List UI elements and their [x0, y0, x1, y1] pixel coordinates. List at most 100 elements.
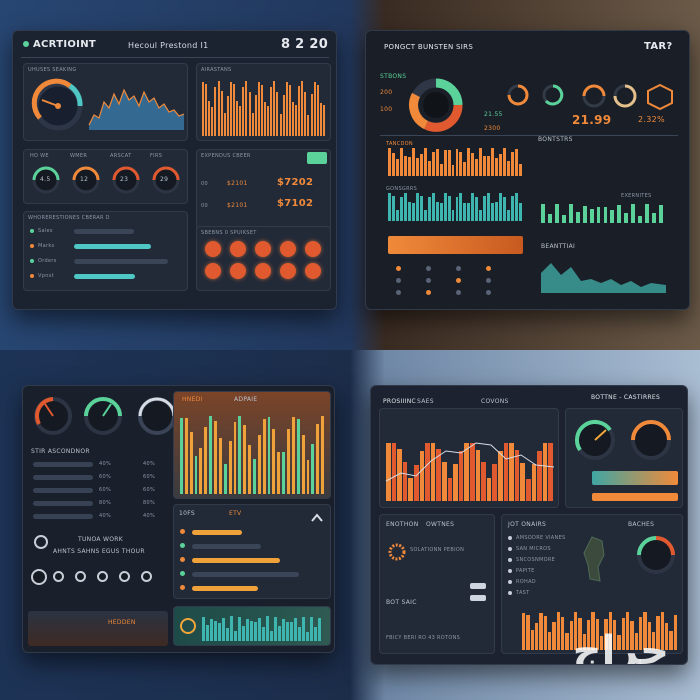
section-title: ENOTHON [386, 521, 419, 528]
chart-bar [414, 464, 419, 501]
chart-bar [634, 633, 638, 650]
orange-circle-button[interactable] [280, 263, 296, 279]
section-label: GONSGRRS [386, 186, 418, 192]
chart-head-2: ADPAIE [234, 396, 258, 403]
percent-value: 40% [143, 513, 156, 519]
chart-bar [537, 450, 542, 501]
orange-progress-bar [388, 236, 523, 254]
chart-bar [659, 204, 663, 223]
main-bar-chart-card[interactable]: HNEDI ADPAIE [173, 391, 331, 499]
orange-circle-button[interactable] [280, 241, 296, 257]
status-dot [426, 290, 431, 295]
knob-control[interactable] [31, 568, 47, 585]
chart-bar [645, 204, 650, 223]
slider-track[interactable] [192, 530, 242, 535]
chart-bar [286, 621, 289, 641]
slider-track[interactable] [192, 544, 261, 549]
ring-gauge-1 [507, 84, 529, 106]
chart-bar [643, 612, 647, 650]
expense-value-1: $7202 [277, 177, 314, 188]
orange-circle-button[interactable] [205, 241, 221, 257]
chart-bar [669, 630, 673, 650]
bullet-icon [180, 543, 185, 548]
tab-covons[interactable]: COVONS [481, 398, 509, 405]
chart-bar [475, 159, 479, 176]
chart-bar [435, 148, 439, 176]
bullet-icon [30, 244, 34, 248]
chart-bar [471, 153, 475, 176]
chart-bar [246, 618, 249, 641]
chart-bar [301, 81, 304, 136]
line-series [385, 442, 555, 482]
chart-bar [443, 150, 447, 176]
slider-track[interactable] [470, 583, 486, 589]
orange-histogram [522, 610, 678, 650]
gauge-value: 23 [120, 176, 129, 183]
slider-track[interactable] [192, 558, 280, 563]
tab-sales[interactable]: SAES [417, 398, 434, 405]
chart-bar [313, 81, 316, 136]
chart-bar [568, 204, 573, 223]
chart-bar [547, 214, 552, 223]
orange-circle-button[interactable] [230, 241, 246, 257]
card-title: SBEBNS 0 SPUIKSET [201, 230, 257, 236]
chart-bar [503, 443, 509, 501]
bullet-icon [30, 229, 34, 233]
slider-track[interactable] [470, 595, 486, 601]
list-item-label: SAN MICROS [516, 546, 551, 552]
chart-bar [388, 148, 391, 176]
knob-control[interactable] [141, 571, 152, 582]
gauge-value: 29 [160, 176, 169, 183]
bar-series [386, 439, 554, 501]
mini-gauge [152, 166, 180, 194]
section-title: TUNOA WORK [78, 536, 123, 543]
circle-icon [180, 618, 196, 634]
knob-control[interactable] [97, 571, 108, 582]
where-card: WHORERESTIONES CBERAR D Sales Marks Orders… [23, 211, 188, 291]
orange-circle-button[interactable] [255, 241, 271, 257]
slider-track[interactable] [192, 572, 299, 577]
footer-label: FBICY BERI RO 43 ROTONS [386, 635, 461, 641]
chart-bar [258, 618, 261, 641]
chart-bar [575, 211, 580, 223]
chart-bar [514, 449, 520, 501]
chart-bar [479, 210, 483, 221]
knob-control[interactable] [119, 571, 130, 582]
slider-card[interactable]: 10FS ETV [173, 504, 331, 599]
chart-bar [228, 441, 232, 494]
chart-bar [223, 112, 226, 136]
orange-circle-button[interactable] [305, 241, 321, 257]
orange-circle-button[interactable] [230, 263, 246, 279]
section-label: EXERNITES [621, 193, 652, 199]
chart-bar [423, 147, 427, 176]
orange-circle-button[interactable] [205, 263, 221, 279]
slider-track[interactable] [192, 586, 258, 591]
knob-control[interactable] [53, 571, 64, 582]
mini-gauge [32, 166, 60, 194]
orange-circle-button[interactable] [255, 263, 271, 279]
combo-chart-card[interactable] [379, 408, 559, 508]
chart-bar [626, 612, 630, 650]
expenses-card[interactable]: EXPENDUS CBEER $2101 $7202 $2101 $7102 0… [196, 149, 331, 239]
gauge-row-card: HO WE 4.5 WMER 12 ARSCAT 23 FIRS 29 [23, 149, 188, 204]
chart-bar [638, 215, 643, 223]
section-title: STIR ASCONDNOR [31, 448, 90, 455]
orange-bar-card[interactable]: AIRASTANS [196, 63, 331, 141]
hexagon-badge [647, 83, 673, 111]
gauge-chart-card[interactable]: UHUSES SEAKING [23, 63, 188, 141]
panel2-title: PONGCT BUNSTEN SIRS [384, 43, 474, 51]
chart-bar [402, 461, 408, 501]
chart-bar [459, 151, 463, 176]
chart-bar [647, 621, 651, 650]
chart-bar [295, 105, 298, 136]
area-sparkline [88, 88, 185, 130]
chart-bar [621, 617, 625, 650]
knob-control[interactable] [75, 571, 86, 582]
progress-pill [33, 475, 93, 480]
chart-bar [430, 442, 436, 501]
logo-icon [23, 41, 29, 47]
chart-bar [399, 196, 403, 221]
orange-circle-button[interactable] [305, 263, 321, 279]
chart-bar [242, 625, 245, 641]
chart-bar [548, 631, 552, 650]
